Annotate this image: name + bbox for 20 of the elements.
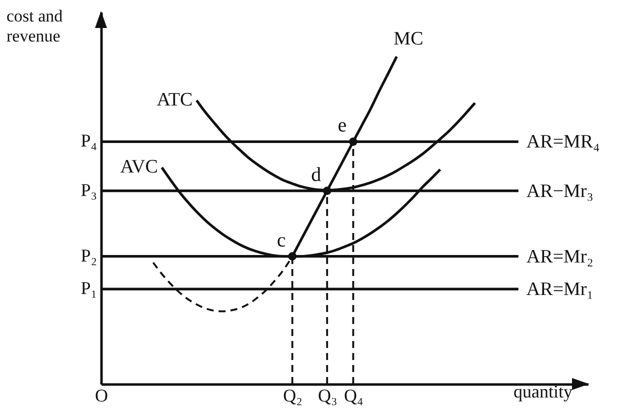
x-tick-label: Q₂	[283, 386, 302, 406]
x-tick-label: Q₄	[344, 386, 364, 406]
series-label: AVC	[120, 156, 158, 178]
series-label: AR=Mr₂	[526, 246, 594, 268]
annotation: P₃	[80, 180, 97, 200]
series-label: AR=Mr₁	[526, 279, 594, 300]
x-axis-title: quantity	[514, 382, 572, 402]
annotation: P₂	[80, 245, 97, 266]
series-label: ATC	[156, 89, 193, 110]
annotation: P₄	[80, 130, 97, 151]
annotation: e	[338, 114, 347, 137]
annotation: c	[276, 229, 286, 252]
x-tick-label: O	[95, 386, 108, 406]
series-label: AR=MR₄	[526, 132, 600, 153]
annotation: P₁	[80, 278, 97, 298]
annotation: d	[311, 164, 322, 186]
y-axis-title: cost and revenue	[6, 6, 64, 46]
series-label: MC	[394, 28, 424, 50]
series-label: AR−Mr₃	[526, 180, 594, 202]
x-tick-label: Q₃	[318, 386, 338, 406]
